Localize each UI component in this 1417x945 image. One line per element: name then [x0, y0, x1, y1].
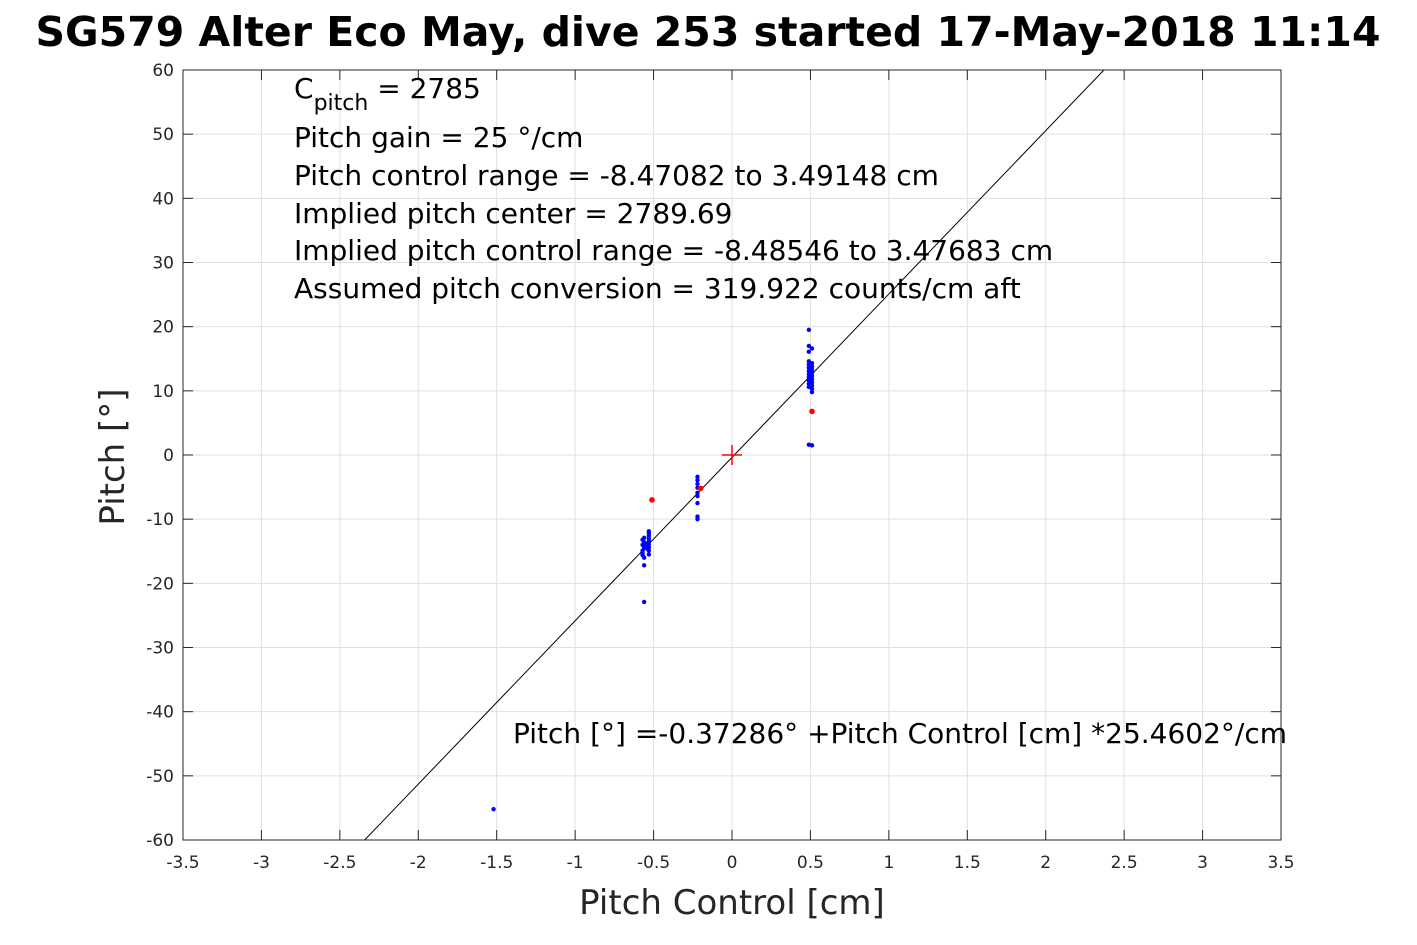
y-tick-label: -40	[146, 703, 174, 723]
x-tick-label: 3.5	[1267, 853, 1294, 873]
data-point	[809, 367, 815, 372]
data-point	[809, 364, 815, 369]
data-point	[809, 346, 815, 351]
data-point	[809, 361, 815, 366]
y-tick-label: 50	[152, 125, 174, 145]
data-point	[809, 370, 815, 376]
flagged-point	[697, 485, 704, 492]
x-axis-label: Pitch Control [cm]	[579, 883, 885, 923]
x-tick-label: 2.5	[1111, 853, 1138, 873]
y-tick-label: 0	[163, 446, 174, 466]
data-point	[695, 490, 700, 496]
x-tick-label: 0	[727, 853, 738, 873]
center-marker-layer	[722, 445, 742, 465]
x-tick-label: 2	[1040, 853, 1051, 873]
x-tick-label: -2	[410, 853, 427, 873]
data-point	[809, 389, 815, 395]
data-point	[641, 535, 647, 540]
chart-title: SG579 Alter Eco May, dive 253 started 17…	[36, 8, 1381, 56]
data-point	[809, 380, 815, 385]
x-tick-label: 1.5	[954, 853, 981, 873]
data-point	[646, 552, 652, 557]
y-tick-label: 30	[152, 254, 174, 274]
data-point	[809, 373, 815, 379]
data-point	[491, 807, 496, 812]
x-tick-label: -1.5	[480, 853, 513, 873]
fit-equation-annotation: Pitch [°] =-0.37286° +Pitch Control [cm]…	[513, 717, 1287, 750]
data-point	[641, 563, 647, 568]
data-point	[809, 443, 815, 448]
data-point	[695, 481, 700, 487]
data-point	[809, 377, 815, 382]
data-point	[695, 514, 700, 519]
pitch-control-range-annotation: Pitch control range = -8.47082 to 3.4914…	[294, 159, 939, 192]
data-point	[809, 386, 815, 392]
c-pitch-value: = 2785	[368, 72, 481, 105]
x-tick-label: -0.5	[637, 853, 670, 873]
x-tick-label: -3.5	[166, 853, 199, 873]
y-tick-label: 60	[152, 61, 174, 81]
x-tick-labels: -3.5 -3 -2.5 -2 -1.5 -1 -0.5 0 0.5 1 1.5 2 2.5 3 3.5	[166, 853, 1294, 873]
y-tick-label: -10	[146, 510, 174, 530]
data-point	[695, 477, 700, 483]
plot-area-frame	[182, 69, 1282, 841]
x-tick-label: -2.5	[323, 853, 356, 873]
y-tick-label: -60	[146, 831, 174, 851]
y-tick-label: 20	[152, 318, 174, 338]
data-point	[641, 599, 647, 605]
pitch-gain-annotation: Pitch gain = 25 °/cm	[294, 121, 583, 154]
x-tick-label: 3	[1197, 853, 1208, 873]
data-point	[806, 349, 812, 354]
data-point	[695, 500, 700, 506]
data-points	[491, 327, 815, 812]
flagged-point	[809, 408, 815, 415]
y-tick-labels: 60 50 40 30 20 10 0 -10 -20 -30 -40 -50 -60	[146, 61, 174, 851]
y-tick-label: 10	[152, 382, 174, 402]
data-point	[695, 493, 700, 499]
y-axis-label: Pitch [°]	[93, 388, 133, 525]
assumed-pitch-conversion-annotation: Assumed pitch conversion = 319.922 count…	[294, 272, 1021, 305]
c-pitch-subscript: pitch	[314, 91, 369, 116]
y-tick-label: -20	[146, 574, 174, 594]
data-point	[646, 529, 652, 534]
y-tick-label: 40	[152, 189, 174, 209]
c-pitch-annotation: Cpitch = 2785	[294, 72, 481, 116]
x-tick-label: -1	[567, 853, 584, 873]
data-point	[806, 343, 812, 349]
flagged-point	[649, 497, 655, 503]
implied-pitch-control-range-annotation: Implied pitch control range = -8.48546 t…	[294, 234, 1053, 267]
y-tick-label: -50	[146, 767, 174, 787]
data-point	[809, 383, 815, 388]
data-point	[640, 552, 645, 558]
x-tick-label: -3	[253, 853, 270, 873]
data-point	[695, 474, 700, 480]
y-tick-label: -30	[146, 639, 174, 659]
implied-pitch-center-annotation: Implied pitch center = 2789.69	[294, 197, 732, 230]
x-tick-label: 1	[883, 853, 894, 873]
x-tick-label: 0.5	[797, 853, 824, 873]
c-pitch-symbol: C	[294, 72, 314, 105]
data-point	[643, 543, 648, 549]
data-point	[806, 327, 812, 333]
